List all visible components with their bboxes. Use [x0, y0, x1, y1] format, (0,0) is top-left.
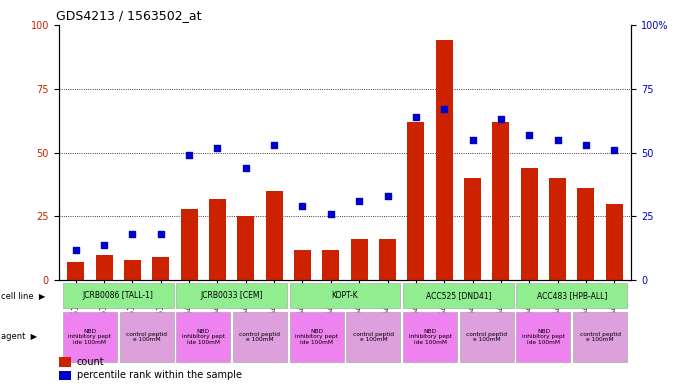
- Point: [467, 137, 478, 143]
- Bar: [67, 262, 84, 280]
- Point: [70, 247, 81, 253]
- Bar: [351, 240, 368, 280]
- Text: ACC525 [DND41]: ACC525 [DND41]: [426, 291, 491, 300]
- Point: [212, 144, 223, 151]
- Text: agent  ▶: agent ▶: [1, 333, 37, 341]
- Bar: [95, 255, 112, 280]
- Text: NBD
inhibitory pept
ide 100mM: NBD inhibitory pept ide 100mM: [181, 329, 225, 345]
- Point: [184, 152, 195, 158]
- Bar: [379, 240, 396, 280]
- Point: [127, 231, 138, 237]
- Point: [354, 198, 365, 204]
- Text: JCRB0086 [TALL-1]: JCRB0086 [TALL-1]: [83, 291, 154, 300]
- Text: control peptid
e 100mM: control peptid e 100mM: [239, 331, 280, 343]
- Text: control peptid
e 100mM: control peptid e 100mM: [126, 331, 167, 343]
- Point: [552, 137, 563, 143]
- Point: [155, 231, 166, 237]
- Point: [411, 114, 422, 120]
- Point: [297, 203, 308, 209]
- Text: NBD
inhibitory pept
ide 100mM: NBD inhibitory pept ide 100mM: [522, 329, 565, 345]
- Point: [439, 106, 450, 112]
- Text: KOPT-K: KOPT-K: [332, 291, 358, 300]
- Text: cell line  ▶: cell line ▶: [1, 291, 45, 300]
- Text: count: count: [77, 357, 104, 367]
- Text: JCRB0033 [CEM]: JCRB0033 [CEM]: [200, 291, 263, 300]
- Text: NBD
inhibitory pept
ide 100mM: NBD inhibitory pept ide 100mM: [408, 329, 451, 345]
- Bar: [606, 204, 623, 280]
- Text: control peptid
e 100mM: control peptid e 100mM: [466, 331, 507, 343]
- Text: control peptid
e 100mM: control peptid e 100mM: [353, 331, 394, 343]
- Bar: [464, 178, 481, 280]
- Bar: [124, 260, 141, 280]
- Bar: [578, 189, 595, 280]
- Point: [524, 132, 535, 138]
- Text: control peptid
e 100mM: control peptid e 100mM: [580, 331, 621, 343]
- Point: [99, 242, 110, 248]
- Point: [325, 211, 336, 217]
- Bar: [322, 250, 339, 280]
- Bar: [209, 199, 226, 280]
- Point: [495, 116, 506, 122]
- Bar: [407, 122, 424, 280]
- Text: GDS4213 / 1563502_at: GDS4213 / 1563502_at: [56, 9, 201, 22]
- Point: [580, 142, 591, 148]
- Bar: [549, 178, 566, 280]
- Bar: [266, 191, 283, 280]
- Point: [268, 142, 279, 148]
- Text: percentile rank within the sample: percentile rank within the sample: [77, 370, 242, 381]
- Text: NBD
inhibitory pept
ide 100mM: NBD inhibitory pept ide 100mM: [68, 329, 111, 345]
- Bar: [294, 250, 311, 280]
- Bar: [237, 217, 255, 280]
- Bar: [493, 122, 509, 280]
- Point: [609, 147, 620, 153]
- Text: NBD
inhibitory pept
ide 100mM: NBD inhibitory pept ide 100mM: [295, 329, 338, 345]
- Bar: [521, 168, 538, 280]
- Text: ACC483 [HPB-ALL]: ACC483 [HPB-ALL]: [537, 291, 607, 300]
- Bar: [181, 209, 197, 280]
- Point: [240, 165, 251, 171]
- Bar: [435, 40, 453, 280]
- Point: [382, 193, 393, 199]
- Bar: [152, 257, 169, 280]
